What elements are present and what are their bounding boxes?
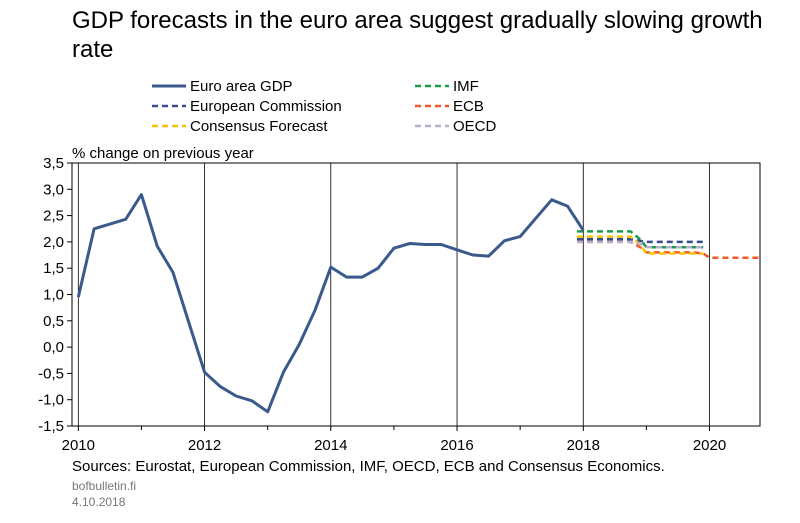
sources-note: Sources: Eurostat, European Commission, … <box>72 458 665 475</box>
publish-date: 4.10.2018 <box>72 495 126 509</box>
series-line-euro-area-gdp <box>76 193 585 414</box>
legend-label: ECB <box>453 98 484 115</box>
legend-label: IMF <box>453 78 479 95</box>
y-tick-label: 1,0 <box>43 287 64 304</box>
legend-label: Consensus Forecast <box>190 118 328 135</box>
y-tick-label: 1,5 <box>43 260 64 277</box>
chart-title: GDP forecasts in the euro area suggest g… <box>72 7 763 63</box>
legend-label: Euro area GDP <box>190 78 293 95</box>
series-line-ecb <box>577 240 760 259</box>
y-axis: -1,5 -1,0 -0,5 0,0 0,5 1,0 1,5 2,0 2,5 3,0 3,5 <box>38 155 72 435</box>
x-tick-label: 2018 <box>567 437 600 454</box>
y-tick-label: 0,5 <box>43 313 64 330</box>
y-tick-label: -1,0 <box>38 392 64 409</box>
series-line-european-commission <box>577 238 704 244</box>
plot-frame <box>71 162 761 427</box>
site-name: bofbulletin.fi <box>72 479 137 493</box>
x-tick-label: 2014 <box>314 437 347 454</box>
y-tick-label: 0,0 <box>43 339 64 356</box>
series-line-oecd <box>577 240 704 249</box>
y-axis-label: % change on previous year <box>72 145 254 162</box>
y-tick-label: 3,5 <box>43 155 64 172</box>
legend: Euro area GDP European Commission Consensu… <box>152 78 497 135</box>
legend-label: European Commission <box>190 98 342 115</box>
y-tick-label: 2,5 <box>43 208 64 225</box>
x-tick-label: 2012 <box>188 437 221 454</box>
series-line-imf <box>577 230 704 249</box>
grid <box>77 163 710 426</box>
x-tick-label: 2020 <box>693 437 726 454</box>
y-tick-label: -0,5 <box>38 365 64 382</box>
y-tick-label: 2,0 <box>43 234 64 251</box>
legend-label: OECD <box>453 118 497 135</box>
x-tick-label: 2016 <box>440 437 473 454</box>
x-tick-label: 2010 <box>62 437 95 454</box>
series-group <box>76 193 760 414</box>
y-tick-label: 3,0 <box>43 181 64 198</box>
y-tick-label: -1,5 <box>38 418 64 435</box>
x-axis: 2010 2012 2014 2016 2018 2020 <box>62 426 726 454</box>
